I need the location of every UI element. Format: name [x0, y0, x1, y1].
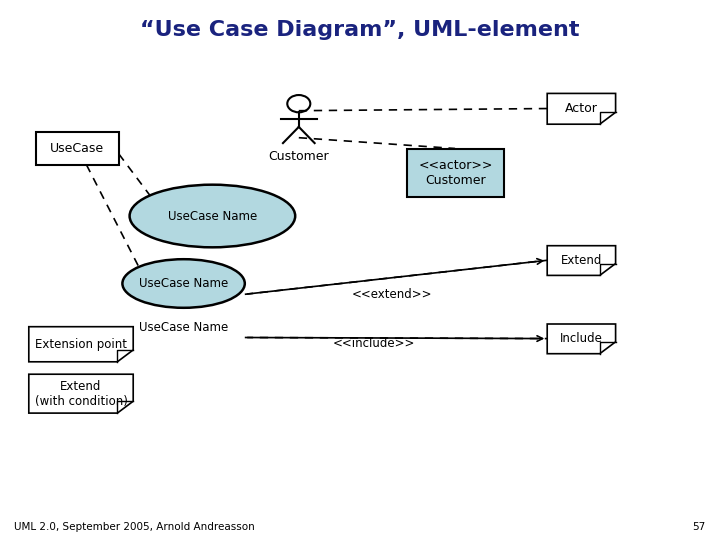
Text: 57: 57	[693, 522, 706, 531]
Text: UseCase Name: UseCase Name	[168, 210, 257, 222]
Text: UseCase: UseCase	[50, 142, 104, 155]
Text: UseCase Name: UseCase Name	[139, 277, 228, 290]
Text: Extension point: Extension point	[35, 338, 127, 351]
Text: Actor: Actor	[565, 102, 598, 116]
Text: <<actor>>
Customer: <<actor>> Customer	[418, 159, 492, 187]
Polygon shape	[29, 327, 133, 362]
Polygon shape	[547, 93, 616, 124]
Text: Include: Include	[560, 332, 603, 346]
Text: <<extend>>: <<extend>>	[352, 288, 433, 301]
Ellipse shape	[130, 185, 295, 247]
Ellipse shape	[122, 259, 245, 308]
Text: UML 2.0, September 2005, Arnold Andreasson: UML 2.0, September 2005, Arnold Andreass…	[14, 522, 255, 531]
Text: “Use Case Diagram”, UML-element: “Use Case Diagram”, UML-element	[140, 19, 580, 40]
Polygon shape	[547, 324, 616, 354]
Text: <<include>>: <<include>>	[333, 338, 415, 350]
Text: Extend: Extend	[561, 254, 602, 267]
FancyBboxPatch shape	[407, 148, 504, 197]
Text: UseCase Name: UseCase Name	[139, 321, 228, 334]
FancyBboxPatch shape	[36, 132, 119, 165]
Polygon shape	[547, 246, 616, 275]
Text: Extend
(with condition): Extend (with condition)	[35, 380, 127, 408]
Polygon shape	[29, 374, 133, 413]
Text: Customer: Customer	[269, 150, 329, 163]
